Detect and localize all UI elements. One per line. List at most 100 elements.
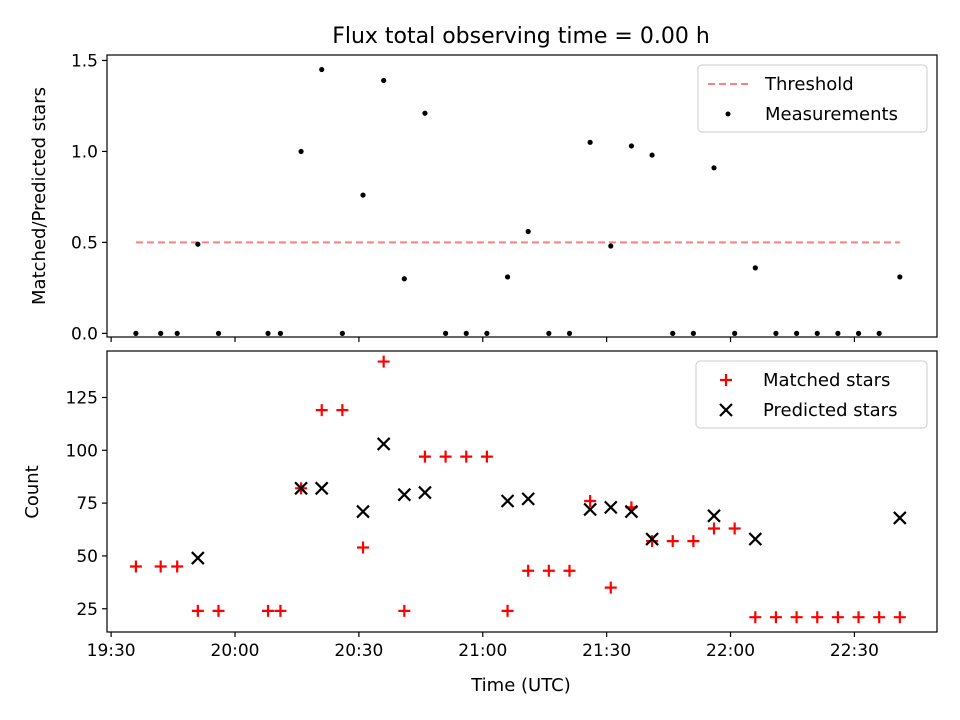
x-tick-label: 21:30 — [582, 641, 631, 661]
measurement-point — [381, 77, 387, 84]
matched-star-point — [274, 604, 287, 617]
matched-star-point — [398, 604, 411, 617]
matched-star-point — [728, 522, 741, 535]
predicted-star-point — [604, 500, 618, 515]
measurement-point — [794, 330, 800, 336]
predicted-star-point — [294, 481, 308, 496]
measurement-point — [649, 152, 655, 158]
measurement-point — [339, 330, 345, 336]
matched-star-point — [418, 450, 431, 463]
matched-star-point — [604, 581, 617, 594]
predicted-star-point — [624, 504, 639, 519]
bottom-y-tick-label: 75 — [76, 494, 98, 514]
predicted-star-point — [500, 494, 515, 508]
predicted-star-point — [397, 487, 412, 502]
measurement-point — [504, 274, 511, 280]
measurement-point — [670, 330, 676, 336]
predicted-star-point — [376, 437, 391, 451]
matched-star-point — [522, 564, 535, 577]
measurement-point — [443, 330, 449, 336]
bottom-y-tick-label: 50 — [76, 547, 98, 567]
measurement-point — [133, 330, 139, 336]
measurement-point — [835, 330, 841, 336]
x-tick-label: 21:00 — [458, 641, 507, 661]
matched-star-point — [315, 404, 328, 417]
matched-star-point — [171, 560, 184, 573]
measurement-point — [277, 330, 284, 336]
measurement-point — [773, 330, 779, 336]
measurement-point — [174, 330, 180, 336]
x-tick-label: 22:30 — [830, 641, 879, 661]
top-y-tick-label: 1.0 — [71, 142, 98, 162]
measurement-point — [298, 148, 304, 155]
matched-star-point — [262, 604, 275, 617]
predicted-star-point — [645, 532, 659, 546]
matched-star-point — [501, 604, 514, 617]
legend-measurements-label: Measurements — [765, 104, 898, 125]
measurement-point — [422, 110, 428, 116]
x-tick-label: 22:00 — [706, 641, 755, 661]
measurement-point — [566, 330, 573, 336]
legend-predicted-label: Predicted stars — [763, 400, 897, 421]
matched-star-point — [129, 560, 142, 573]
measurement-point — [876, 330, 882, 336]
predicted-star-point — [314, 481, 329, 496]
matched-star-point — [154, 560, 167, 573]
top-y-axis: 0.0 0.5 1.0 1.5 — [71, 51, 107, 344]
matched-star-point — [790, 611, 803, 624]
measurement-point — [608, 243, 614, 249]
legend-measurements-swatch — [725, 111, 731, 117]
bottom-y-tick-label: 100 — [66, 441, 98, 461]
bottom-y-tick-label: 25 — [76, 600, 98, 620]
measurement-point — [732, 330, 738, 336]
measurement-point — [158, 330, 164, 336]
bottom-legend: Matched stars Predicted stars — [695, 360, 928, 429]
x-tick-label: 20:00 — [211, 641, 260, 661]
matched-star-point — [749, 611, 762, 624]
predicted-star-point — [521, 492, 535, 506]
top-y-tick-label: 1.5 — [71, 51, 98, 71]
measurement-point — [897, 274, 903, 280]
matched-star-point — [873, 611, 886, 624]
measurement-point — [814, 330, 820, 336]
matched-star-point — [336, 404, 349, 417]
top-y-axis-label: Matched/Predicted stars — [29, 87, 50, 305]
top-legend: Threshold Measurements — [697, 64, 928, 133]
matched-star-point — [831, 611, 844, 624]
top-y-tick-label: 0.0 — [71, 324, 98, 344]
measurement-point — [628, 143, 635, 149]
bottom-y-axis: 25 50 75 100 125 — [66, 388, 107, 620]
measurement-point — [546, 330, 552, 336]
top-panel: 0.0 0.5 1.0 1.5 Matched/Predicted stars Thr… — [29, 51, 938, 344]
matched-star-point — [708, 522, 721, 535]
predicted-star-point — [418, 485, 432, 500]
measurement-point — [752, 265, 758, 271]
bottom-y-tick-label: 125 — [66, 388, 98, 408]
legend-matched-label: Matched stars — [763, 370, 890, 391]
bottom-y-axis-label: Count — [22, 465, 43, 518]
predicted-star-point — [191, 551, 205, 565]
measurement-point — [690, 330, 696, 336]
x-tick-label: 19:30 — [87, 641, 136, 661]
measurements-layer — [133, 66, 903, 336]
x-tick-label: 20:30 — [334, 641, 383, 661]
matched-star-point — [687, 535, 700, 548]
matched-star-point — [542, 564, 555, 577]
matched-star-point — [377, 355, 390, 368]
predicted-star-point — [707, 509, 721, 523]
bottom-panel: 25 50 75 100 125 19:30 20:00 20:30 21:00 21:30 22… — [22, 350, 938, 696]
top-x-axis — [110, 337, 856, 342]
measurement-point — [525, 228, 531, 235]
bottom-x-axis: 19:30 20:00 20:30 21:00 21:30 22:00 22:30 — [87, 632, 879, 661]
matched-star-point — [480, 450, 493, 463]
matched-star-point — [852, 611, 865, 624]
x-axis-label: Time (UTC) — [470, 675, 571, 696]
matched-star-point — [191, 604, 204, 617]
measurement-point — [319, 66, 325, 73]
legend-threshold-label: Threshold — [764, 74, 854, 95]
measurement-point — [401, 276, 407, 282]
measurement-point — [265, 330, 271, 336]
predicted-star-point — [893, 511, 907, 525]
measurement-point — [484, 330, 490, 336]
